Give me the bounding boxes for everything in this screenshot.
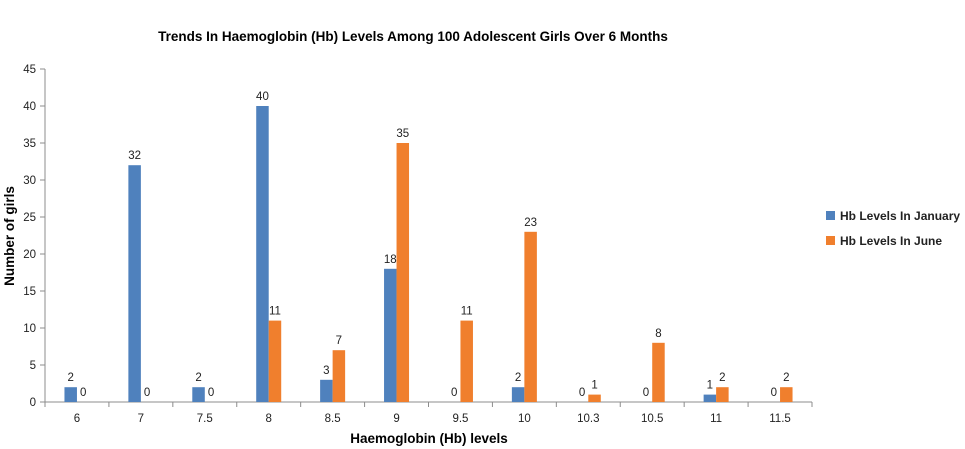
y-tick-label: 40 (23, 101, 36, 113)
x-tick-label: 9 (393, 413, 399, 425)
y-tick-label: 30 (23, 175, 36, 187)
data-label: 0 (643, 387, 649, 399)
bar (716, 387, 729, 402)
bar (128, 165, 141, 402)
bar (64, 387, 77, 402)
y-tick-label: 0 (30, 397, 36, 409)
x-tick-label: 8.5 (325, 413, 341, 425)
bar (396, 143, 410, 402)
bars (64, 106, 793, 402)
bar (332, 350, 346, 402)
bar (192, 387, 205, 402)
data-label: 40 (256, 91, 269, 103)
y-tick-label: 35 (23, 138, 36, 150)
data-label: 0 (451, 387, 457, 399)
legend-swatch (826, 236, 835, 245)
y-tick-labels: 0 5 10 15 20 25 30 35 40 45 (23, 64, 45, 409)
data-label: 23 (524, 217, 537, 229)
legend-swatch (826, 211, 835, 220)
bar (652, 342, 665, 402)
y-tick-label: 5 (30, 360, 36, 372)
data-label: 3 (323, 365, 329, 377)
x-tick-labels: 6 7 7.5 8 8.5 9 9.5 10 10.3 10.5 11 11.5 (44, 402, 813, 425)
legend: Hb Levels In January Hb Levels In June (826, 209, 960, 248)
data-label: 1 (707, 380, 713, 392)
data-label: 1 (591, 380, 597, 392)
data-label: 0 (579, 387, 585, 399)
data-label: 2 (195, 372, 201, 384)
bar (588, 394, 601, 402)
data-label: 11 (461, 306, 473, 318)
x-tick-label: 10 (518, 413, 531, 425)
data-label: 2 (719, 372, 725, 384)
x-tick-label: 11 (710, 413, 722, 425)
y-tick-label: 25 (23, 212, 36, 224)
data-label: 2 (783, 372, 789, 384)
bar (460, 320, 473, 402)
bar (703, 394, 717, 402)
data-label: 18 (384, 254, 397, 266)
data-label: 0 (208, 387, 214, 399)
x-tick-label: 7 (138, 413, 144, 425)
data-label: 0 (144, 387, 150, 399)
chart-title: Trends In Haemoglobin (Hb) Levels Among … (158, 29, 668, 44)
y-tick-label: 10 (23, 323, 36, 335)
y-tick-label: 20 (23, 249, 36, 261)
legend-label: Hb Levels In June (840, 234, 942, 248)
bar (511, 387, 525, 402)
x-tick-label: 11.5 (769, 413, 791, 425)
data-label: 0 (771, 387, 777, 399)
data-label: 2 (68, 372, 74, 384)
bar (524, 231, 537, 402)
bar (320, 379, 333, 402)
y-tick-label: 15 (23, 286, 36, 298)
data-label: 2 (515, 372, 521, 384)
data-label: 11 (269, 306, 281, 318)
bar (256, 106, 269, 402)
x-tick-label: 8 (266, 413, 272, 425)
bar (780, 387, 793, 402)
data-label: 8 (655, 328, 661, 340)
x-tick-label: 9.5 (452, 413, 468, 425)
bar (268, 320, 282, 402)
x-tick-label: 6 (74, 413, 80, 425)
legend-label: Hb Levels In January (840, 209, 960, 223)
data-label: 7 (336, 335, 342, 347)
bar (384, 268, 397, 402)
x-tick-label: 10.5 (641, 413, 663, 425)
data-label: 0 (80, 387, 86, 399)
x-axis-title: Haemoglobin (Hb) levels (350, 431, 508, 446)
data-label: 32 (128, 150, 141, 162)
x-tick-label: 10.3 (577, 413, 599, 425)
x-tick-label: 7.5 (197, 413, 213, 425)
y-tick-label: 45 (23, 64, 36, 76)
y-axis-title: Number of girls (2, 186, 17, 286)
data-label: 35 (396, 128, 409, 140)
